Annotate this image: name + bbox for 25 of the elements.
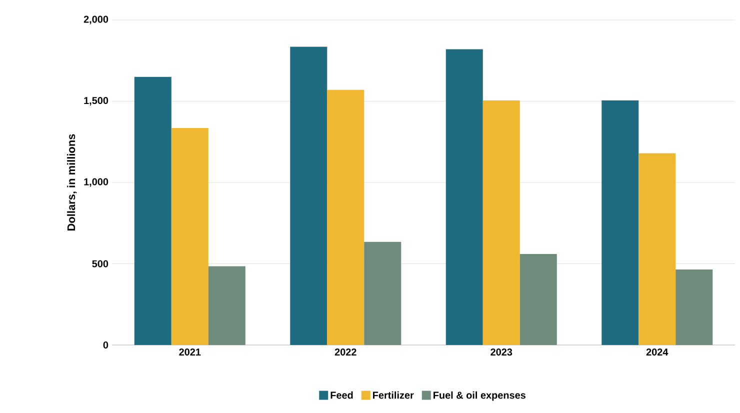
y-tick-label: 1,500 xyxy=(84,97,108,106)
y-tick-label: 0 xyxy=(103,341,108,349)
legend-label: Fuel & oil expenses xyxy=(434,391,526,401)
bar xyxy=(290,46,328,345)
x-tick-label: 2021 xyxy=(179,348,201,356)
bar xyxy=(171,128,208,345)
bar xyxy=(676,269,713,345)
x-tick-label: 2023 xyxy=(490,348,512,356)
bar xyxy=(208,266,246,345)
y-axis-title: Dollars, in millions xyxy=(67,134,77,230)
bar xyxy=(482,100,520,345)
bar xyxy=(446,49,483,345)
bar xyxy=(638,153,676,345)
x-tick-label: 2024 xyxy=(646,348,668,356)
bar xyxy=(520,254,557,345)
bar xyxy=(134,76,172,345)
y-tick-label: 2,000 xyxy=(84,16,108,24)
legend-label: Fertilizer xyxy=(373,391,414,399)
legend-label: Feed xyxy=(330,391,353,399)
bar xyxy=(602,100,639,345)
bar xyxy=(327,90,364,345)
y-tick-label: 1,000 xyxy=(84,178,108,187)
x-tick-label: 2022 xyxy=(334,348,356,356)
bar xyxy=(364,242,402,345)
y-tick-label: 500 xyxy=(92,260,108,268)
